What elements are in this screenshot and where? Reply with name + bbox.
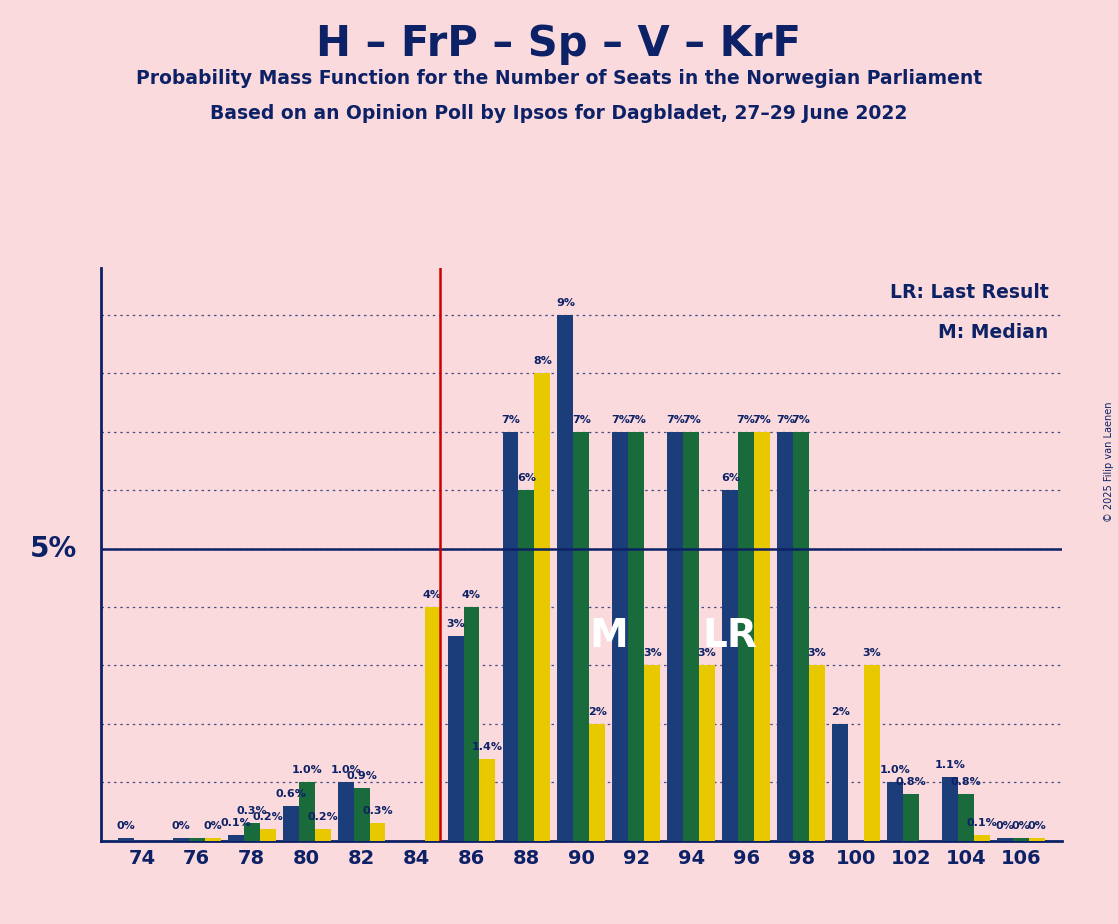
Text: 2%: 2% (831, 707, 850, 717)
Bar (683, 432, 699, 841)
Bar (644, 665, 661, 841)
Text: 7%: 7% (627, 415, 646, 425)
Text: 0%: 0% (116, 821, 135, 831)
Bar (832, 723, 849, 841)
Text: 7%: 7% (610, 415, 629, 425)
Bar (755, 432, 770, 841)
Bar (314, 829, 331, 841)
Bar (117, 838, 134, 841)
Text: 4%: 4% (423, 590, 442, 600)
Bar (534, 373, 550, 841)
Text: 7%: 7% (737, 415, 756, 425)
Bar (667, 432, 683, 841)
Bar (205, 838, 220, 841)
Text: 0.8%: 0.8% (896, 777, 927, 787)
Text: 7%: 7% (752, 415, 771, 425)
Text: 6%: 6% (517, 473, 536, 483)
Bar (722, 490, 738, 841)
Bar (370, 823, 386, 841)
Bar (997, 838, 1013, 841)
Bar (228, 835, 244, 841)
Bar (425, 607, 440, 841)
Bar (1029, 838, 1045, 841)
Text: 5%: 5% (29, 535, 76, 563)
Bar (958, 794, 974, 841)
Bar (777, 432, 793, 841)
Text: 6%: 6% (721, 473, 740, 483)
Text: 0.3%: 0.3% (236, 807, 267, 816)
Bar (519, 490, 534, 841)
Text: 0.2%: 0.2% (253, 812, 283, 822)
Text: 7%: 7% (776, 415, 795, 425)
Bar (502, 432, 519, 841)
Text: 3%: 3% (807, 649, 826, 659)
Text: LR: Last Result: LR: Last Result (890, 283, 1049, 301)
Bar (464, 607, 480, 841)
Text: 3%: 3% (863, 649, 881, 659)
Text: 9%: 9% (556, 298, 575, 308)
Text: M: M (589, 617, 628, 655)
Text: 0%: 0% (203, 821, 222, 831)
Text: 7%: 7% (501, 415, 520, 425)
Text: 1.1%: 1.1% (935, 760, 966, 770)
Text: 0%: 0% (1012, 821, 1031, 831)
Text: LR: LR (702, 617, 757, 655)
Bar (558, 315, 574, 841)
Bar (1013, 838, 1029, 841)
Bar (447, 637, 464, 841)
Bar (903, 794, 919, 841)
Bar (589, 723, 605, 841)
Text: Probability Mass Function for the Number of Seats in the Norwegian Parliament: Probability Mass Function for the Number… (136, 69, 982, 89)
Bar (338, 783, 353, 841)
Text: 7%: 7% (572, 415, 590, 425)
Text: Based on an Opinion Poll by Ipsos for Dagbladet, 27–29 June 2022: Based on an Opinion Poll by Ipsos for Da… (210, 104, 908, 124)
Text: 1.4%: 1.4% (472, 742, 503, 752)
Text: 2%: 2% (588, 707, 607, 717)
Bar (613, 432, 628, 841)
Text: 0.8%: 0.8% (950, 777, 982, 787)
Text: 0.1%: 0.1% (220, 818, 252, 828)
Bar (574, 432, 589, 841)
Text: 0.2%: 0.2% (307, 812, 338, 822)
Bar (299, 783, 314, 841)
Text: 8%: 8% (533, 356, 552, 366)
Bar (793, 432, 809, 841)
Text: 7%: 7% (682, 415, 701, 425)
Bar (283, 806, 299, 841)
Bar (738, 432, 755, 841)
Bar (173, 838, 189, 841)
Bar (942, 776, 958, 841)
Text: 3%: 3% (643, 649, 662, 659)
Bar (480, 759, 495, 841)
Bar (628, 432, 644, 841)
Text: 0.3%: 0.3% (362, 807, 392, 816)
Bar (244, 823, 259, 841)
Bar (887, 783, 903, 841)
Bar (864, 665, 880, 841)
Bar (974, 835, 989, 841)
Text: © 2025 Filip van Laenen: © 2025 Filip van Laenen (1105, 402, 1114, 522)
Bar (259, 829, 276, 841)
Text: 1.0%: 1.0% (292, 765, 322, 775)
Text: 1.0%: 1.0% (880, 765, 910, 775)
Text: 0%: 0% (1027, 821, 1046, 831)
Bar (189, 838, 205, 841)
Text: 3%: 3% (698, 649, 717, 659)
Text: 3%: 3% (446, 619, 465, 629)
Text: H – FrP – Sp – V – KrF: H – FrP – Sp – V – KrF (316, 23, 802, 65)
Text: 1.0%: 1.0% (330, 765, 361, 775)
Text: 4%: 4% (462, 590, 481, 600)
Text: M: Median: M: Median (938, 323, 1049, 343)
Text: 0.1%: 0.1% (966, 818, 997, 828)
Text: 0%: 0% (996, 821, 1014, 831)
Text: 7%: 7% (792, 415, 811, 425)
Text: 7%: 7% (666, 415, 684, 425)
Bar (809, 665, 825, 841)
Bar (353, 788, 370, 841)
Text: 0.6%: 0.6% (275, 789, 306, 798)
Text: 0.9%: 0.9% (347, 772, 377, 781)
Bar (699, 665, 716, 841)
Text: 0%: 0% (171, 821, 190, 831)
